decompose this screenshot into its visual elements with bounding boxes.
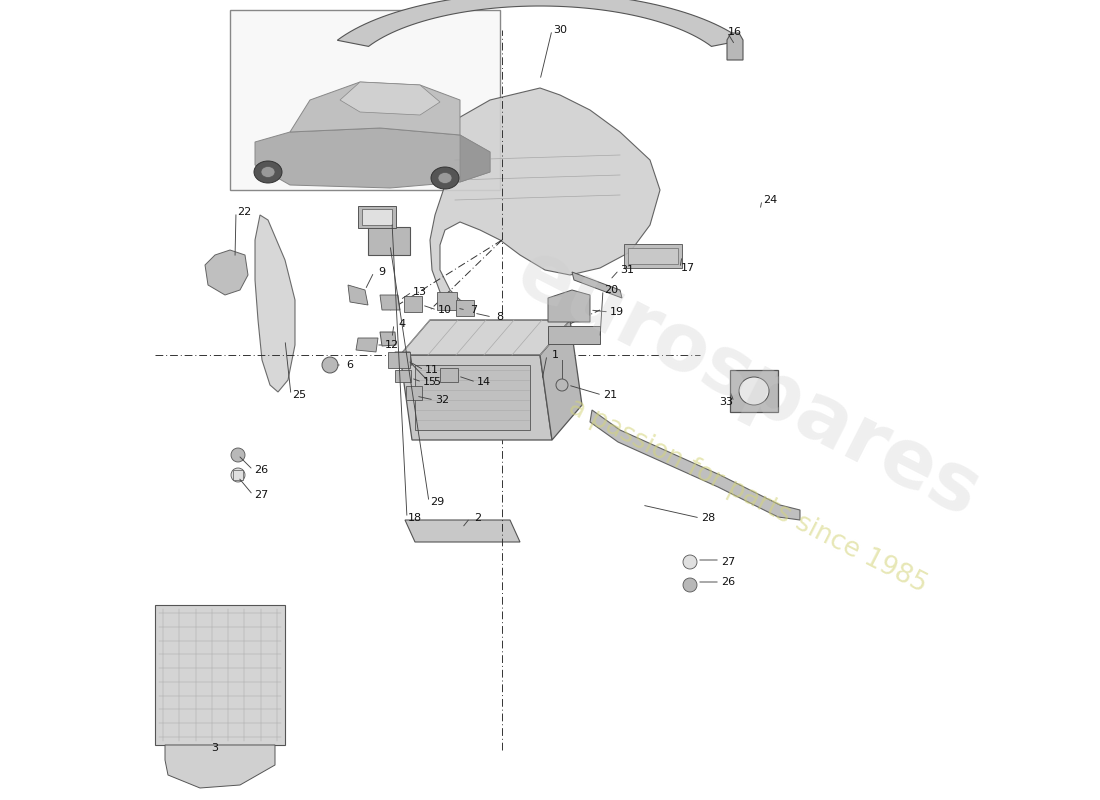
Polygon shape [255,215,295,392]
Bar [368,227,410,255]
Polygon shape [590,410,800,520]
Circle shape [683,578,697,592]
Text: a passion for parts since 1985: a passion for parts since 1985 [564,394,932,598]
Text: 27: 27 [720,557,735,567]
Text: 19: 19 [609,307,624,317]
Bar [406,386,422,400]
Polygon shape [460,135,490,182]
Text: 22: 22 [236,207,251,217]
Text: 6: 6 [346,360,353,370]
Bar [230,10,500,190]
Polygon shape [165,745,275,788]
Text: 26: 26 [254,465,268,475]
Polygon shape [405,520,520,542]
Text: 30: 30 [553,25,566,35]
Polygon shape [205,250,248,295]
Bar [548,326,600,344]
Text: 31: 31 [620,265,634,275]
Text: 13: 13 [412,287,427,297]
Polygon shape [400,320,570,355]
Polygon shape [356,338,378,352]
Text: 27: 27 [254,490,268,500]
Polygon shape [348,285,369,305]
Bar [404,296,422,312]
Polygon shape [340,82,440,115]
Text: 33: 33 [719,397,733,407]
Polygon shape [395,352,412,367]
Polygon shape [290,82,460,135]
Text: 18: 18 [408,513,422,523]
Text: 7: 7 [471,305,477,315]
Text: 17: 17 [681,263,695,273]
Text: 14: 14 [477,377,491,387]
Bar [440,368,458,382]
Circle shape [683,555,697,569]
Bar [388,352,410,368]
Text: 21: 21 [603,390,617,400]
Text: 32: 32 [434,395,449,405]
Text: 25: 25 [292,390,306,400]
Polygon shape [430,88,660,310]
Polygon shape [730,370,778,412]
Polygon shape [727,33,742,60]
Text: 16: 16 [728,27,743,37]
Ellipse shape [739,377,769,405]
Polygon shape [540,320,582,440]
Bar [437,292,456,310]
Text: 9: 9 [378,267,386,277]
Text: 26: 26 [720,577,735,587]
Polygon shape [400,355,552,440]
Bar [624,244,682,268]
Text: 24: 24 [763,195,777,205]
Text: 12: 12 [385,340,399,350]
Bar [233,470,243,480]
Polygon shape [572,272,621,298]
Bar [628,248,678,264]
Text: 10: 10 [438,305,452,315]
Circle shape [322,357,338,373]
Ellipse shape [261,166,275,178]
Text: 20: 20 [604,285,618,295]
Circle shape [231,468,245,482]
Polygon shape [255,128,490,188]
Text: 4: 4 [398,319,406,329]
Ellipse shape [438,173,452,183]
Circle shape [556,379,568,391]
Text: 1: 1 [551,350,559,360]
Circle shape [231,448,245,462]
Bar [456,300,474,316]
Polygon shape [379,332,396,346]
Bar [358,206,396,228]
Text: 15: 15 [424,377,437,387]
Text: 8: 8 [496,312,504,322]
Text: eurospares: eurospares [504,234,992,534]
Text: 11: 11 [425,365,439,375]
Polygon shape [548,290,590,322]
Text: 5: 5 [433,377,440,387]
Ellipse shape [254,161,282,183]
Polygon shape [338,0,742,46]
Text: 3: 3 [211,743,219,753]
Text: 2: 2 [474,513,482,523]
Bar [155,605,285,745]
Polygon shape [379,295,400,310]
Text: 28: 28 [701,513,715,523]
Bar [395,370,411,382]
Bar [362,209,392,225]
Text: 29: 29 [430,497,444,507]
Ellipse shape [431,167,459,189]
Polygon shape [415,365,530,430]
